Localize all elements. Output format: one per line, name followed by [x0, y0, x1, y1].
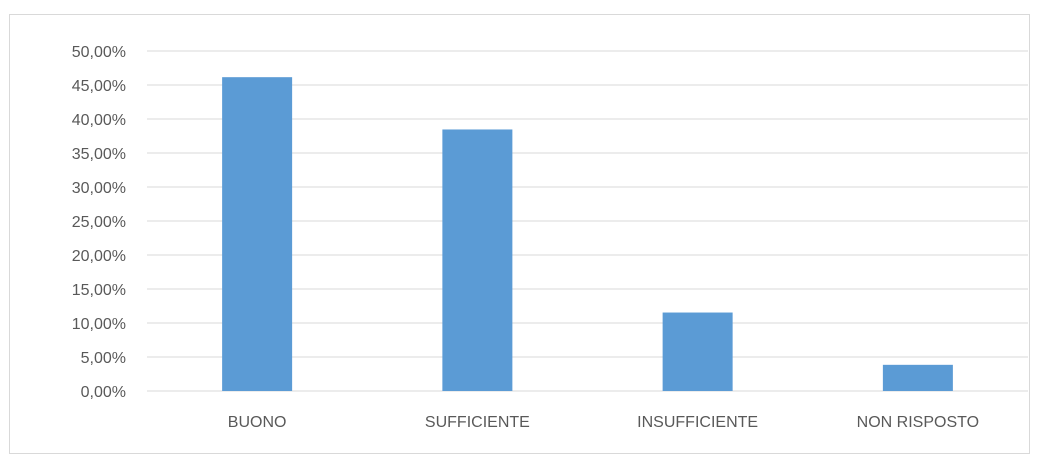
y-tick-label: 10,00% — [72, 316, 126, 333]
x-category-label: BUONO — [228, 414, 287, 431]
y-tick-label: 45,00% — [72, 78, 126, 95]
bars — [222, 77, 953, 392]
bar-insufficiente — [662, 312, 733, 391]
x-category-label: SUFFICIENTE — [425, 414, 530, 431]
y-tick-label: 30,00% — [72, 180, 126, 197]
y-tick-label: 40,00% — [72, 112, 126, 129]
gridlines — [147, 50, 1028, 392]
y-tick-label: 15,00% — [72, 282, 126, 299]
bar-chart: 0,00% 5,00% 10,00% 15,00% 20,00% 25,00% 30,00%… — [72, 44, 1028, 431]
x-axis-labels: BUONO SUFFICIENTE INSUFFICIENTE NON RISPOST… — [228, 414, 979, 431]
bar-sufficiente — [442, 129, 513, 392]
y-tick-label: 25,00% — [72, 214, 126, 231]
bar-non-risposto — [882, 364, 953, 391]
y-tick-label: 5,00% — [81, 350, 126, 367]
y-tick-label: 0,00% — [81, 384, 126, 401]
y-tick-label: 35,00% — [72, 146, 126, 163]
y-axis-ticks: 0,00% 5,00% 10,00% 15,00% 20,00% 25,00% 30,00%… — [72, 44, 126, 401]
y-tick-label: 50,00% — [72, 44, 126, 61]
x-category-label: NON RISPOSTO — [857, 414, 979, 431]
bar-buono — [222, 77, 293, 392]
y-tick-label: 20,00% — [72, 248, 126, 265]
chart-frame — [9, 14, 1030, 454]
x-category-label: INSUFFICIENTE — [637, 414, 758, 431]
